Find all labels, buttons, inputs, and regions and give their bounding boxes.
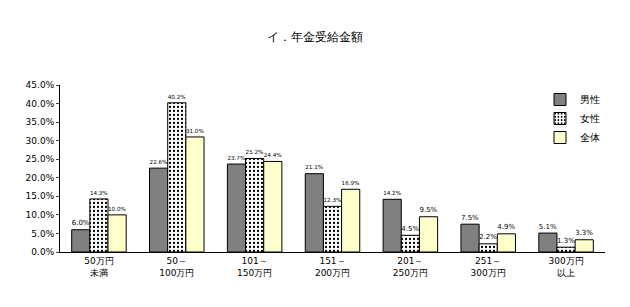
svg-text:251～300万円: 251～300万円 (471, 256, 506, 278)
svg-text:20.0%: 20.0% (26, 173, 55, 183)
svg-text:0.0%: 0.0% (31, 247, 54, 257)
svg-text:10.0%: 10.0% (108, 206, 127, 212)
svg-text:イ．年金受給金額: イ．年金受給金額 (267, 30, 363, 44)
svg-text:4.9%: 4.9% (497, 222, 515, 231)
svg-text:5.0%: 5.0% (31, 229, 54, 239)
svg-text:3.3%: 3.3% (575, 228, 593, 237)
svg-text:24.4%: 24.4% (264, 152, 282, 158)
svg-text:300万円以上: 300万円以上 (548, 256, 583, 278)
svg-text:4.5%: 4.5% (401, 224, 419, 233)
svg-text:12.3%: 12.3% (323, 197, 341, 203)
svg-text:15.0%: 15.0% (26, 191, 55, 201)
svg-text:14.3%: 14.3% (90, 190, 108, 196)
svg-text:6.0%: 6.0% (72, 218, 90, 227)
svg-text:40.0%: 40.0% (26, 99, 55, 109)
svg-text:25.2%: 25.2% (246, 149, 265, 155)
svg-text:5.1%: 5.1% (539, 222, 557, 231)
svg-text:45.0%: 45.0% (26, 80, 55, 90)
svg-text:201～250万円: 201～250万円 (393, 256, 428, 278)
svg-text:101～150万円: 101～150万円 (237, 256, 272, 278)
svg-text:1.3%: 1.3% (557, 236, 575, 245)
svg-text:40.2%: 40.2% (168, 94, 187, 100)
svg-text:30.0%: 30.0% (26, 136, 55, 146)
svg-text:21.1%: 21.1% (305, 164, 324, 170)
svg-text:23.7%: 23.7% (227, 155, 246, 161)
svg-text:151～200万円: 151～200万円 (315, 256, 350, 278)
svg-text:50～100万円: 50～100万円 (159, 256, 194, 278)
svg-text:女性: 女性 (580, 113, 600, 124)
svg-text:男性: 男性 (580, 94, 600, 105)
svg-text:2.2%: 2.2% (479, 232, 497, 241)
svg-text:25.0%: 25.0% (26, 154, 55, 164)
svg-text:全体: 全体 (580, 132, 600, 143)
svg-text:9.5%: 9.5% (419, 205, 437, 214)
svg-text:10.0%: 10.0% (26, 210, 55, 220)
svg-text:35.0%: 35.0% (26, 117, 55, 127)
svg-text:16.9%: 16.9% (342, 180, 361, 186)
svg-text:22.6%: 22.6% (150, 159, 168, 165)
svg-text:7.5%: 7.5% (461, 213, 479, 222)
svg-text:50万円未満: 50万円未満 (84, 256, 113, 278)
svg-text:31.0%: 31.0% (186, 128, 205, 134)
svg-text:14.2%: 14.2% (383, 190, 401, 196)
